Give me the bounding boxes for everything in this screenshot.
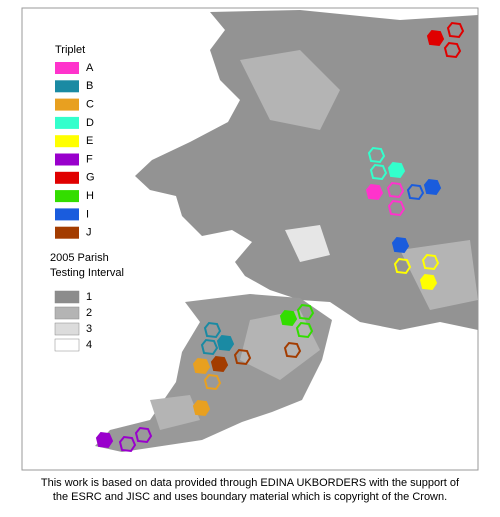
triplet-marker: [118, 435, 137, 453]
legend-label: B: [86, 80, 93, 92]
triplet-marker: [391, 236, 410, 254]
triplet-marker: [203, 373, 222, 391]
legend-label: E: [86, 135, 93, 147]
legend-label: I: [86, 208, 89, 220]
triplet-marker: [369, 163, 388, 181]
light-patch: [285, 225, 330, 262]
legend-label: C: [86, 99, 94, 111]
triplet-marker: [279, 309, 298, 327]
triplet-marker: [387, 199, 406, 217]
legend-swatch: [55, 135, 79, 148]
light-patch: [240, 50, 340, 130]
legend-swatch: [55, 98, 79, 111]
triplet-marker: [210, 355, 229, 373]
triplet-marker: [386, 181, 405, 199]
legend-swatch: [55, 208, 79, 221]
legend-label: H: [86, 190, 94, 202]
triplet-marker: [426, 29, 445, 47]
triplet-marker: [393, 257, 412, 275]
triplet-marker: [134, 426, 153, 444]
triplet-marker: [192, 399, 211, 417]
footer-text: This work is based on data provided thro…: [41, 477, 460, 489]
legend-swatch: [55, 190, 79, 203]
footer: This work is based on data provided thro…: [41, 477, 460, 503]
legend-label: 4: [86, 339, 92, 351]
legend-title: Triplet: [55, 44, 85, 56]
triplet-marker: [283, 341, 302, 359]
legend-label: A: [86, 62, 94, 74]
legend-swatch: [55, 116, 79, 129]
triplet-marker: [296, 303, 315, 321]
legend-label: F: [86, 153, 93, 165]
triplet-marker: [200, 338, 219, 356]
triplet-markers: [95, 21, 465, 453]
triplet-marker: [443, 41, 462, 59]
legend-swatch: [55, 171, 79, 184]
legend-label: J: [86, 227, 92, 239]
legend-swatch: [54, 322, 80, 336]
triplet-marker: [192, 357, 211, 375]
legend-swatch: [54, 338, 80, 352]
light-patch: [150, 395, 200, 430]
legend-swatch: [54, 290, 80, 304]
legend-title: 2005 Parish: [50, 252, 109, 264]
legend-title: Testing Interval: [50, 267, 124, 279]
triplet-marker: [419, 273, 438, 291]
triplet-marker: [95, 431, 114, 449]
legend-label: 2: [86, 307, 92, 319]
light-patch: [400, 240, 478, 310]
legend-label: G: [86, 172, 95, 184]
triplet-marker: [216, 334, 235, 352]
triplet-marker: [295, 321, 314, 339]
triplet-marker: [421, 253, 440, 271]
triplet-marker: [233, 348, 252, 366]
triplet-marker: [446, 21, 465, 39]
triplet-marker: [367, 146, 386, 164]
legend-swatch: [55, 226, 79, 239]
triplet-marker: [387, 161, 406, 179]
legend-swatch: [55, 62, 79, 74]
wales-england: [135, 10, 478, 330]
triplet-marker: [423, 178, 442, 196]
legend-swatch: [55, 80, 79, 93]
legend-swatch: [54, 306, 80, 320]
legend-swatch: [55, 153, 79, 166]
triplet-marker: [365, 183, 384, 201]
legend-label: D: [86, 117, 94, 129]
light-patch: [240, 310, 320, 380]
footer-text: the ESRC and JISC and uses boundary mate…: [53, 491, 447, 503]
triplet-marker: [406, 183, 425, 201]
triplet-marker: [203, 321, 222, 339]
legend-label: 1: [86, 291, 92, 303]
land: [95, 10, 478, 452]
legend-label: 3: [86, 323, 92, 335]
